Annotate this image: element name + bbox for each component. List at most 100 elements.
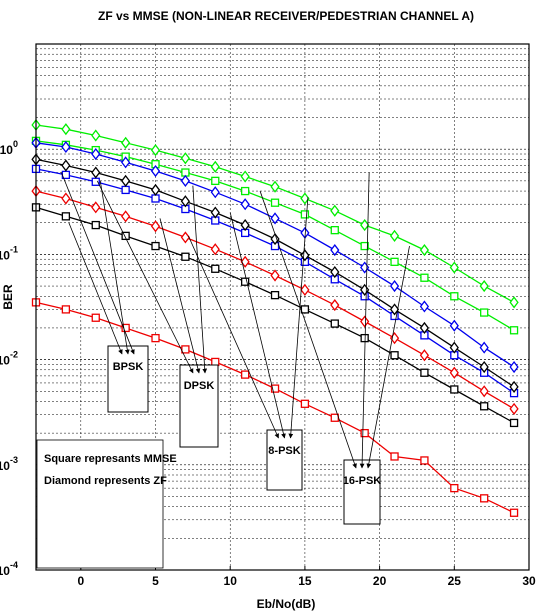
- annotation-label-3: 16-PSK: [343, 475, 382, 487]
- x-tick-label-1: 5: [152, 574, 159, 588]
- point-4-12: [389, 303, 400, 316]
- point-7-3: [121, 323, 130, 333]
- legend-note-1: Diamond represents ZF: [44, 475, 167, 487]
- x-tick-label-2: 10: [224, 574, 238, 588]
- point-4-14: [449, 341, 459, 354]
- annotation-arrow-3-1: [359, 172, 370, 469]
- legend-note-box: Square represants MMSE Diamond represents…: [36, 439, 177, 569]
- point-1-10: [330, 226, 339, 235]
- point-7-5: [181, 345, 190, 354]
- point-7-13: [420, 456, 429, 465]
- point-6-3: [121, 210, 131, 223]
- x-tick-label-6: 30: [522, 574, 536, 588]
- point-6-4: [150, 220, 161, 233]
- annotation-arrow-1-1: [159, 218, 201, 374]
- annotation-arrow-1-0: [96, 180, 194, 374]
- point-0-5: [180, 152, 191, 165]
- point-1-9: [300, 210, 310, 219]
- point-1-11: [360, 241, 369, 251]
- x-axis-label: Eb/No(dB): [257, 597, 316, 611]
- point-0-14: [449, 261, 459, 274]
- point-0-8: [270, 180, 280, 193]
- point-3-2: [91, 177, 100, 186]
- annotation-arrow-0-0: [68, 222, 123, 355]
- point-5-9: [300, 305, 310, 314]
- point-7-14: [450, 483, 459, 493]
- annotation-arrow-3-2: [366, 245, 410, 469]
- point-4-1: [61, 159, 71, 172]
- point-0-2: [91, 129, 101, 142]
- point-7-11: [360, 428, 369, 438]
- point-2-12: [389, 279, 400, 293]
- point-2-13: [419, 300, 430, 313]
- point-4-15: [479, 360, 489, 374]
- point-7-10: [330, 413, 339, 422]
- point-0-1: [61, 123, 71, 136]
- point-4-5: [180, 195, 191, 208]
- y-tick-label-0: 10-4: [0, 560, 18, 578]
- point-5-2: [91, 220, 100, 230]
- annotation-box-2: [266, 429, 303, 491]
- point-1-16: [509, 326, 519, 335]
- point-5-1: [61, 212, 71, 221]
- series-2: [31, 136, 519, 374]
- annotation-0: BPSK: [61, 172, 149, 413]
- x-tick-label-4: 20: [373, 574, 387, 588]
- point-2-4: [150, 164, 161, 178]
- point-5-12: [390, 351, 399, 360]
- point-5-4: [151, 241, 160, 251]
- point-7-8: [270, 384, 280, 393]
- point-0-16: [509, 296, 519, 309]
- annotation-1: DPSK: [96, 180, 219, 448]
- x-tick-label-0: 0: [77, 574, 84, 588]
- annotation-arrow-0-2: [61, 172, 135, 355]
- point-2-2: [91, 147, 101, 161]
- point-4-9: [300, 249, 310, 262]
- point-2-6: [210, 186, 220, 199]
- point-0-4: [150, 144, 161, 157]
- point-7-7: [241, 370, 250, 379]
- point-5-11: [360, 333, 369, 343]
- point-6-11: [360, 315, 370, 328]
- point-4-4: [150, 183, 161, 197]
- point-2-5: [180, 174, 191, 187]
- point-5-10: [330, 319, 339, 328]
- point-4-10: [330, 265, 340, 279]
- point-4-3: [121, 174, 131, 187]
- point-2-3: [121, 156, 131, 169]
- series-6: [31, 184, 519, 415]
- point-0-6: [210, 160, 220, 173]
- y-axis-ticks: 10-4 10-3 10-2 10-1 100: [0, 139, 18, 578]
- series-4: [31, 153, 519, 393]
- point-6-16: [509, 402, 519, 415]
- annotation-box-1: [179, 364, 219, 448]
- x-axis-ticks: 0 5 10 15 20 25 30: [77, 566, 536, 588]
- legend-note-0: Square represants MMSE: [44, 453, 177, 465]
- point-7-12: [390, 452, 399, 461]
- y-axis-label: BER: [1, 284, 15, 310]
- annotation-layer: BPSK DPSK 8-PSK 16-PSK: [61, 172, 410, 525]
- point-7-15: [480, 494, 489, 503]
- point-7-2: [91, 313, 100, 322]
- x-tick-label-5: 25: [448, 574, 462, 588]
- point-1-7: [241, 186, 250, 196]
- point-3-3: [121, 185, 130, 195]
- point-2-7: [240, 198, 250, 211]
- point-2-14: [449, 319, 459, 332]
- point-5-8: [270, 290, 280, 300]
- annotation-2: 8-PSK: [188, 197, 309, 491]
- annotation-arrow-2-2: [288, 197, 309, 439]
- point-2-8: [270, 212, 280, 225]
- point-2-10: [330, 243, 340, 257]
- y-tick-label-2: 10-2: [0, 350, 18, 368]
- y-tick-label-1: 10-3: [0, 455, 18, 473]
- point-1-12: [390, 257, 399, 266]
- chart-title: ZF vs MMSE (NON-LINEAR RECEIVER/PEDESTRI…: [98, 9, 474, 23]
- annotation-label-2: 8-PSK: [268, 445, 300, 457]
- annotation-3: 16-PSK: [259, 172, 410, 525]
- annotation-label-1: DPSK: [184, 380, 215, 392]
- point-4-11: [360, 283, 370, 296]
- series-layer: [31, 118, 519, 517]
- series-0: [31, 118, 519, 309]
